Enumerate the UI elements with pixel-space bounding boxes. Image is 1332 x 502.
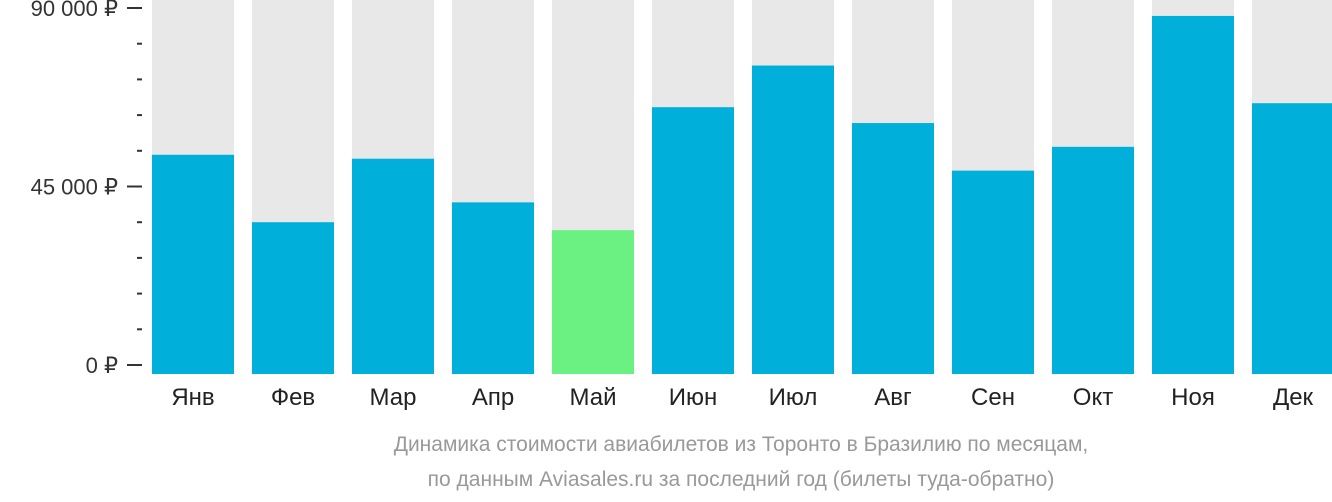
y-tick-label: 0 ₽ — [86, 353, 118, 378]
bar-Дек[interactable] — [1252, 103, 1332, 374]
x-tick-label: Ноя — [1171, 384, 1215, 411]
price-bars — [152, 15, 1332, 375]
bar-Янв[interactable] — [152, 154, 234, 374]
bar-Май[interactable] — [552, 230, 634, 374]
x-tick-label: Май — [569, 384, 616, 411]
x-tick-label: Фев — [271, 384, 315, 411]
bar-Июн[interactable] — [652, 107, 734, 375]
bar-Сен[interactable] — [952, 170, 1034, 374]
y-tick-label: 45 000 ₽ — [31, 175, 118, 200]
y-tick-label: 90 000 ₽ — [31, 0, 118, 21]
x-tick-label: Янв — [171, 384, 214, 411]
chart-caption-line-2: по данным Aviasales.ru за последний год … — [427, 468, 1055, 491]
bar-Апр[interactable] — [452, 202, 534, 374]
x-tick-label: Апр — [472, 384, 514, 411]
bar-Авг[interactable] — [852, 123, 934, 375]
x-tick-label: Июл — [769, 384, 818, 411]
y-axis: 0 ₽ 45 000 ₽ 90 000 ₽ — [31, 0, 142, 378]
chart-caption-line-1: Динамика стоимости авиабилетов из Торонт… — [393, 433, 1089, 456]
bar-Мар[interactable] — [352, 158, 434, 374]
x-tick-label: Сен — [971, 384, 1015, 411]
x-tick-label: Окт — [1073, 384, 1113, 411]
x-tick-label: Июн — [669, 384, 718, 411]
x-axis-labels: Янв Фев Мар Апр Май Июн Июл Авг Сен Окт Ноя Дек — [171, 384, 1313, 411]
bar-Фев[interactable] — [252, 222, 334, 374]
bar-Окт[interactable] — [1052, 146, 1134, 374]
x-tick-label: Дек — [1273, 384, 1314, 411]
bar-Ноя[interactable] — [1152, 15, 1234, 375]
x-tick-label: Авг — [874, 384, 912, 411]
bar-Июл[interactable] — [752, 65, 834, 375]
x-tick-label: Мар — [370, 384, 417, 411]
